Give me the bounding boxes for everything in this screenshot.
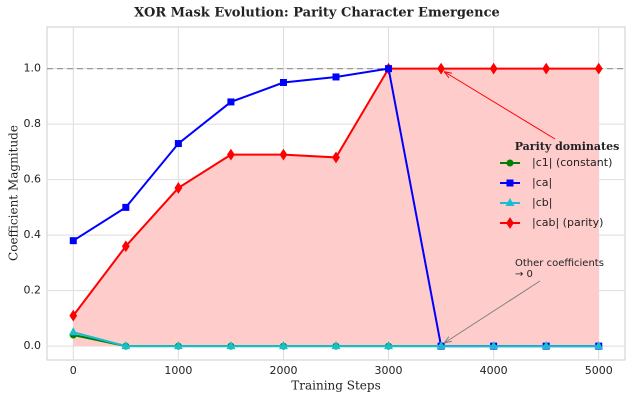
marker xyxy=(331,341,341,350)
marker xyxy=(279,79,287,86)
x-axis-label: Training Steps xyxy=(291,379,381,393)
marker xyxy=(437,62,445,75)
marker xyxy=(384,341,393,350)
marker xyxy=(69,237,77,245)
marker xyxy=(332,73,340,81)
marker xyxy=(173,341,183,350)
marker xyxy=(174,140,182,148)
y-tick-label: 0.0 xyxy=(24,339,42,352)
annotation-arrow xyxy=(443,280,541,344)
marker xyxy=(489,62,498,75)
marker xyxy=(174,182,183,194)
marker xyxy=(226,341,236,350)
x-tick-label: 1000 xyxy=(164,364,192,377)
marker xyxy=(227,148,235,161)
legend-label: |cab| (parity) xyxy=(532,216,603,229)
marker xyxy=(594,62,603,75)
marker xyxy=(506,217,514,229)
legend-label: |cb| xyxy=(532,196,552,209)
marker xyxy=(279,148,288,161)
marker xyxy=(385,65,393,73)
annotation-arrow xyxy=(443,71,556,140)
marker xyxy=(505,197,515,206)
area xyxy=(73,68,599,347)
marker xyxy=(69,309,78,322)
y-tick-label: 0.8 xyxy=(24,117,42,130)
marker xyxy=(68,327,78,336)
marker xyxy=(121,240,130,253)
marker xyxy=(332,151,340,164)
legend-label: |ca| xyxy=(532,176,552,189)
marker xyxy=(227,98,235,106)
y-axis-label: Coefficient Magnitude xyxy=(7,125,21,261)
annotation: Other coefficients xyxy=(515,258,604,269)
marker xyxy=(506,159,514,167)
x-tick-label: 2000 xyxy=(269,364,297,377)
marker xyxy=(279,341,288,350)
x-tick-label: 3000 xyxy=(375,364,403,377)
marker xyxy=(506,179,514,187)
marker xyxy=(121,341,131,350)
annotation-arrowhead xyxy=(443,71,453,79)
legend-label: |c1| (constant) xyxy=(532,156,612,169)
y-tick-label: 0.4 xyxy=(24,228,42,241)
y-tick-label: 1.0 xyxy=(24,62,42,75)
marker xyxy=(542,62,551,75)
annotation: Parity dominates xyxy=(515,140,620,153)
marker xyxy=(489,341,499,350)
chart-title: XOR Mask Evolution: Parity Character Eme… xyxy=(134,6,500,21)
marker xyxy=(436,341,446,350)
x-tick-label: 5000 xyxy=(585,364,613,377)
x-tick-label: 4000 xyxy=(480,364,508,377)
annotation-arrowhead xyxy=(443,336,452,344)
marker xyxy=(122,203,130,211)
x-tick-label: 0 xyxy=(70,364,77,377)
annotation: → 0 xyxy=(515,269,533,280)
marker xyxy=(594,341,604,350)
y-tick-label: 0.6 xyxy=(24,173,42,186)
marker xyxy=(541,341,551,350)
y-tick-label: 0.2 xyxy=(24,284,42,297)
